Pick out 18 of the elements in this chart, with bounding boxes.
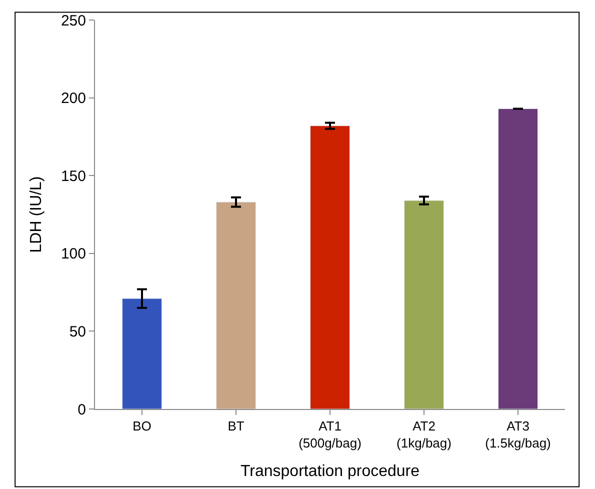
x-tick-label: AT1 (500g/bag) (298, 418, 362, 450)
bar (122, 298, 162, 409)
x-axis-title: Transportation procedure (240, 463, 420, 480)
y-tick-label: 100 (60, 246, 86, 263)
bar (404, 200, 444, 409)
y-tick-label: 150 (60, 168, 86, 185)
bar (310, 126, 350, 409)
y-tick-label: 200 (60, 90, 86, 108)
x-tick-label: BT (228, 418, 244, 434)
y-axis-title: LDH (IU/L) (28, 176, 45, 253)
y-tick-label: 0 (78, 401, 86, 418)
y-tick-label: 50 (69, 323, 86, 340)
bar (216, 202, 256, 409)
y-tick-label: 250 (60, 12, 86, 30)
x-tick-label: AT2 (1kg/bag) (396, 418, 452, 450)
x-tick-label: AT3 (1.5kg/bag) (485, 418, 551, 450)
bar (498, 108, 538, 409)
x-tick-label: BO (132, 418, 152, 434)
